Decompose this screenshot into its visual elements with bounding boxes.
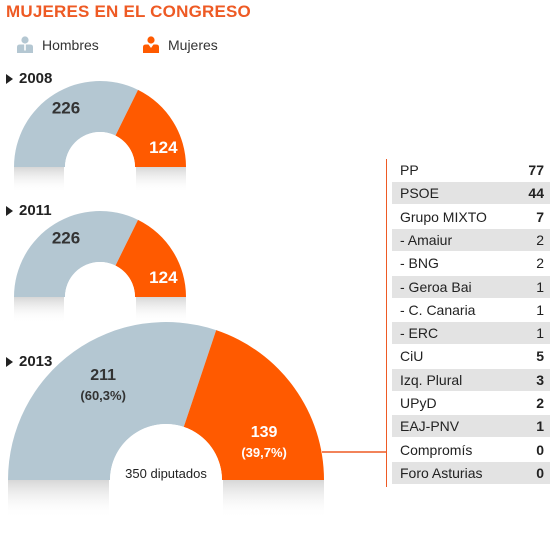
percent-label-mujeres: (39,7%)	[241, 445, 287, 460]
triangle-bullet-icon	[6, 205, 13, 216]
value-label-mujeres: 124	[149, 138, 178, 157]
triangle-bullet-icon	[6, 73, 13, 84]
table-row: Compromís 0	[392, 439, 550, 461]
table-row: - BNG 2	[392, 252, 550, 274]
legend-label-mujeres: Mujeres	[168, 37, 218, 53]
slice-hombres	[8, 321, 217, 480]
party-name: Foro Asturias	[400, 464, 483, 481]
slice-mujeres	[183, 330, 324, 480]
year-text: 2011	[19, 202, 52, 219]
center-label: 350 diputados	[125, 466, 207, 481]
slice-mujeres	[115, 89, 186, 167]
page-title: MUJERES EN EL CONGRESO	[6, 2, 251, 21]
party-seats: 0	[536, 441, 544, 458]
value-label-hombres: 226	[52, 229, 80, 248]
table-row: Grupo MIXTO 7	[392, 206, 550, 228]
party-name: - ERC	[400, 325, 439, 342]
year-text: 2013	[19, 353, 53, 370]
year-label-2011: 2011	[6, 202, 52, 219]
party-name: EAJ-PNV	[400, 418, 460, 435]
party-name: - BNG	[400, 255, 439, 272]
party-name: Grupo MIXTO	[400, 208, 487, 225]
party-name: - C. Canaria	[400, 301, 476, 318]
legend-item-mujeres: Mujeres	[140, 34, 218, 56]
table-row: EAJ-PNV 1	[392, 415, 550, 438]
party-name: PP	[400, 162, 419, 178]
slice-mujeres	[115, 219, 186, 297]
triangle-bullet-icon	[6, 356, 13, 367]
party-seats: 2	[536, 231, 544, 248]
year-label-2013: 2013	[6, 353, 52, 370]
value-label-hombres: 211	[90, 367, 116, 384]
table-row: UPyD 2	[392, 392, 550, 414]
party-seats: 3	[536, 371, 544, 388]
slice-hombres	[14, 81, 139, 167]
table-row: - Amaiur 2	[392, 228, 550, 251]
man-icon	[17, 36, 33, 53]
party-seats: 1	[536, 301, 544, 318]
table-bracket-line	[386, 159, 387, 487]
party-name: Izq. Plural	[400, 371, 463, 388]
party-name: CiU	[400, 348, 424, 365]
party-seats: 7	[536, 208, 544, 225]
party-seats: 44	[528, 185, 544, 202]
party-name: - Amaiur	[400, 231, 453, 248]
donut-hole-fill	[64, 167, 136, 195]
party-seats: 5	[536, 348, 544, 365]
party-name: - Geroa Bai	[400, 278, 472, 295]
party-seats: 1	[536, 418, 544, 435]
donut-hole-fill	[64, 297, 136, 325]
year-label-2008: 2008	[6, 70, 52, 87]
table-row: - ERC 1	[392, 322, 550, 345]
congress-charts: 226 124 226 124 211 (60,3%) 139 (39,7%) 350 dipu…	[8, 81, 386, 520]
table-row: - C. Canaria 1	[392, 299, 550, 321]
party-seats: 1	[536, 325, 544, 342]
party-seats: 2	[536, 255, 544, 272]
table-row: Foro Asturias 0	[392, 461, 550, 484]
donut-hole-fill	[109, 480, 223, 520]
party-seats: 77	[528, 162, 544, 178]
party-seats: 1	[536, 278, 544, 295]
percent-label-hombres: (60,3%)	[80, 388, 126, 403]
table-row: PP 77	[392, 159, 550, 181]
year-text: 2008	[19, 70, 53, 87]
table-row: CiU 5	[392, 345, 550, 367]
value-label-hombres: 226	[52, 99, 80, 118]
party-seats: 0	[536, 464, 544, 481]
party-seats: 2	[536, 395, 544, 411]
table-row: PSOE 44	[392, 182, 550, 205]
party-name: UPyD	[400, 395, 437, 411]
party-name: Compromís	[400, 441, 473, 458]
legend-label-hombres: Hombres	[42, 37, 99, 53]
slice-hombres	[14, 210, 139, 297]
party-name: PSOE	[400, 185, 439, 202]
value-label-mujeres: 139	[251, 424, 278, 441]
woman-icon	[143, 36, 159, 53]
value-label-mujeres: 124	[149, 268, 178, 287]
table-row: - Geroa Bai 1	[392, 275, 550, 298]
table-row: Izq. Plural 3	[392, 368, 550, 391]
legend-item-hombres: Hombres	[14, 34, 99, 56]
